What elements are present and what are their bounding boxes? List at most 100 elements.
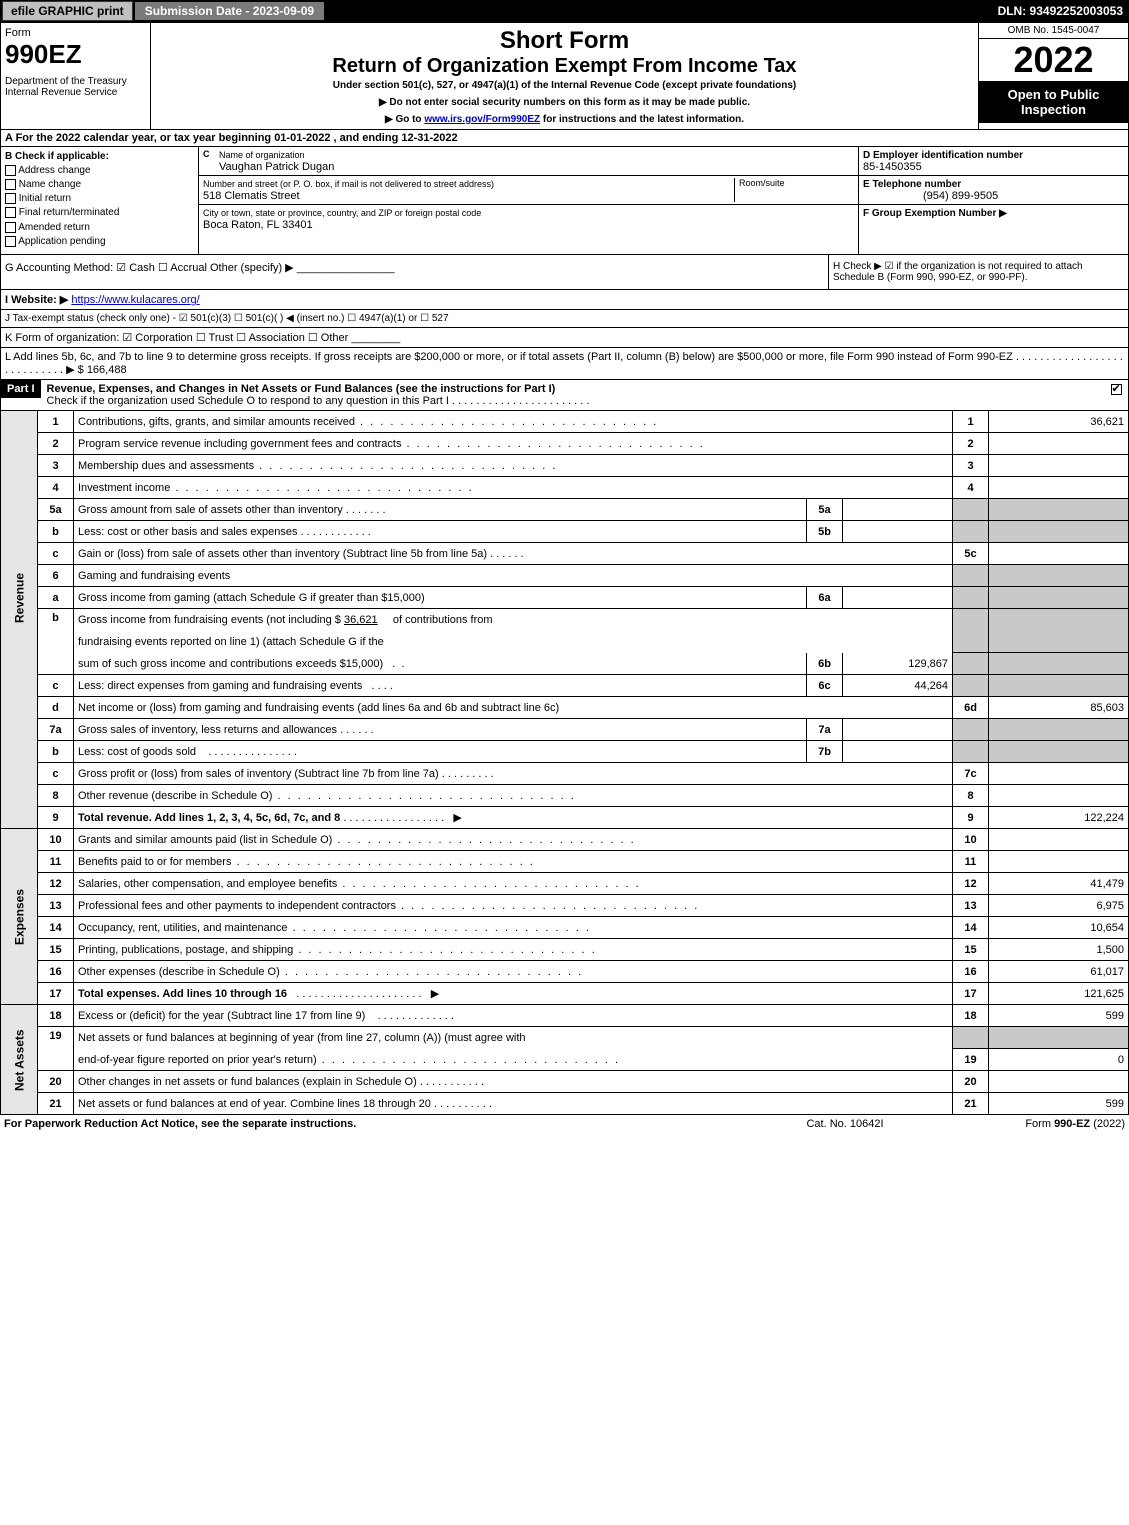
part-1-table: Revenue 1 Contributions, gifts, grants, …	[0, 411, 1129, 1116]
row-gh: G Accounting Method: ☑ Cash ☐ Accrual Ot…	[0, 255, 1129, 290]
top-bar: efile GRAPHIC print Submission Date - 20…	[0, 0, 1129, 22]
submission-date: Submission Date - 2023-09-09	[135, 2, 324, 20]
amt-17: 121,625	[989, 983, 1129, 1005]
city-label: City or town, state or province, country…	[203, 208, 481, 218]
line-9: 9 Total revenue. Add lines 1, 2, 3, 4, 5…	[1, 807, 1129, 829]
line-6a: a Gross income from gaming (attach Sched…	[1, 587, 1129, 609]
addr-value: 518 Clematis Street	[203, 190, 300, 202]
amt-13: 6,975	[989, 895, 1129, 917]
sidelabel-revenue: Revenue	[1, 411, 38, 785]
irs-link[interactable]: www.irs.gov/Form990EZ	[424, 114, 540, 125]
row-l-gross-receipts: L Add lines 5b, 6c, and 7b to line 9 to …	[0, 348, 1129, 380]
ein-value: 85-1450355	[863, 161, 922, 173]
dln: DLN: 93492252003053	[998, 4, 1129, 18]
line-8: 8 Other revenue (describe in Schedule O)…	[1, 785, 1129, 807]
amt-21: 599	[989, 1093, 1129, 1115]
line-15: 15 Printing, publications, postage, and …	[1, 939, 1129, 961]
col-b-head: B Check if applicable:	[5, 151, 194, 162]
form-subtitle: Under section 501(c), 527, or 4947(a)(1)…	[155, 80, 974, 91]
org-name-value: Vaughan Patrick Dugan	[219, 161, 334, 173]
phone-value: (954) 899-9505	[863, 190, 998, 202]
cb-address-change[interactable]: Address change	[5, 165, 194, 176]
footer-left: For Paperwork Reduction Act Notice, see …	[4, 1118, 745, 1130]
phone-label: E Telephone number	[863, 179, 961, 190]
cb-application-pending[interactable]: Application pending	[5, 236, 194, 247]
line-14: 14 Occupancy, rent, utilities, and maint…	[1, 917, 1129, 939]
part-1-header: Part I Revenue, Expenses, and Changes in…	[0, 380, 1129, 411]
header-left: Form 990EZ Department of the Treasury In…	[1, 23, 151, 129]
efile-print-button[interactable]: efile GRAPHIC print	[2, 1, 133, 21]
line-13: 13 Professional fees and other payments …	[1, 895, 1129, 917]
line-21: 21 Net assets or fund balances at end of…	[1, 1093, 1129, 1115]
part-1-label: Part I	[1, 380, 41, 398]
line-12: 12 Salaries, other compensation, and emp…	[1, 873, 1129, 895]
part-1-check: Check if the organization used Schedule …	[47, 395, 590, 407]
header-center: Short Form Return of Organization Exempt…	[151, 23, 978, 129]
page-footer: For Paperwork Reduction Act Notice, see …	[0, 1115, 1129, 1133]
accounting-method: G Accounting Method: ☑ Cash ☐ Accrual Ot…	[1, 255, 828, 289]
city-value: Boca Raton, FL 33401	[203, 219, 313, 231]
amt-6c: 44,264	[843, 675, 953, 697]
form-note-1: ▶ Do not enter social security numbers o…	[155, 97, 974, 108]
amt-18: 599	[989, 1005, 1129, 1027]
form-number: 990EZ	[5, 39, 146, 70]
amt-9: 122,224	[989, 807, 1129, 829]
form-title: Return of Organization Exempt From Incom…	[155, 55, 974, 78]
col-c-org-info: C Name of organization Vaughan Patrick D…	[199, 147, 858, 254]
line-7b: b Less: cost of goods sold . . . . . . .…	[1, 741, 1129, 763]
line-2: 2 Program service revenue including gove…	[1, 433, 1129, 455]
line-5a: 5a Gross amount from sale of assets othe…	[1, 499, 1129, 521]
line-6d: d Net income or (loss) from gaming and f…	[1, 697, 1129, 719]
dept-label: Department of the Treasury Internal Reve…	[5, 76, 146, 98]
cb-final-return[interactable]: Final return/terminated	[5, 207, 194, 218]
row-a-tax-year: A For the 2022 calendar year, or tax yea…	[0, 130, 1129, 147]
line-17: 17 Total expenses. Add lines 10 through …	[1, 983, 1129, 1005]
line-3: 3 Membership dues and assessments 3	[1, 455, 1129, 477]
part-1-checkbox[interactable]	[1104, 380, 1128, 396]
org-name-label: Name of organization	[219, 150, 305, 160]
line-7c: c Gross profit or (loss) from sales of i…	[1, 763, 1129, 785]
amt-16: 61,017	[989, 961, 1129, 983]
line-5b: b Less: cost or other basis and sales ex…	[1, 521, 1129, 543]
sidelabel-expenses: Expenses	[1, 829, 38, 1005]
6b-contrib-amount: 36,621	[344, 614, 378, 626]
row-k-form-org: K Form of organization: ☑ Corporation ☐ …	[0, 328, 1129, 348]
line-10: Expenses 10 Grants and similar amounts p…	[1, 829, 1129, 851]
form-note-2: ▶ Go to www.irs.gov/Form990EZ for instru…	[155, 114, 974, 125]
website-link[interactable]: https://www.kulacares.org/	[71, 294, 199, 306]
entity-section: B Check if applicable: Address change Na…	[0, 147, 1129, 255]
line-1: Revenue 1 Contributions, gifts, grants, …	[1, 411, 1129, 433]
line-6: 6 Gaming and fundraising events	[1, 565, 1129, 587]
line-6c: c Less: direct expenses from gaming and …	[1, 675, 1129, 697]
tax-year: 2022	[979, 39, 1128, 81]
amt-12: 41,479	[989, 873, 1129, 895]
line-7a: 7a Gross sales of inventory, less return…	[1, 719, 1129, 741]
form-header: Form 990EZ Department of the Treasury In…	[0, 22, 1129, 130]
row-i-website: I Website: ▶ https://www.kulacares.org/	[0, 290, 1129, 310]
addr-label: Number and street (or P. O. box, if mail…	[203, 179, 494, 189]
line-6b-1: b Gross income from fundraising events (…	[1, 609, 1129, 631]
line-20: 20 Other changes in net assets or fund b…	[1, 1071, 1129, 1093]
footer-right: Form 990-EZ (2022)	[945, 1118, 1125, 1130]
amt-6b: 129,867	[843, 653, 953, 675]
cb-name-change[interactable]: Name change	[5, 179, 194, 190]
header-right: OMB No. 1545-0047 2022 Open to Public In…	[978, 23, 1128, 129]
cb-amended-return[interactable]: Amended return	[5, 222, 194, 233]
website-label: I Website: ▶	[5, 294, 68, 306]
line-19-1: 19 Net assets or fund balances at beginn…	[1, 1027, 1129, 1049]
schedule-b-check: H Check ▶ ☑ if the organization is not r…	[828, 255, 1128, 289]
omb-number: OMB No. 1545-0047	[979, 23, 1128, 39]
ein-label: D Employer identification number	[863, 150, 1023, 161]
line-5c: c Gain or (loss) from sale of assets oth…	[1, 543, 1129, 565]
col-b-checkboxes: B Check if applicable: Address change Na…	[1, 147, 199, 254]
group-exemption-label: F Group Exemption Number ▶	[863, 208, 1007, 219]
open-to-public: Open to Public Inspection	[979, 81, 1128, 123]
sidelabel-netassets: Net Assets	[1, 1005, 38, 1115]
amt-15: 1,500	[989, 939, 1129, 961]
line-11: 11 Benefits paid to or for members 11	[1, 851, 1129, 873]
line-18: Net Assets 18 Excess or (deficit) for th…	[1, 1005, 1129, 1027]
room-suite-label: Room/suite	[734, 178, 854, 202]
part-1-title: Revenue, Expenses, and Changes in Net As…	[47, 383, 556, 395]
cb-initial-return[interactable]: Initial return	[5, 193, 194, 204]
short-form-title: Short Form	[155, 27, 974, 55]
